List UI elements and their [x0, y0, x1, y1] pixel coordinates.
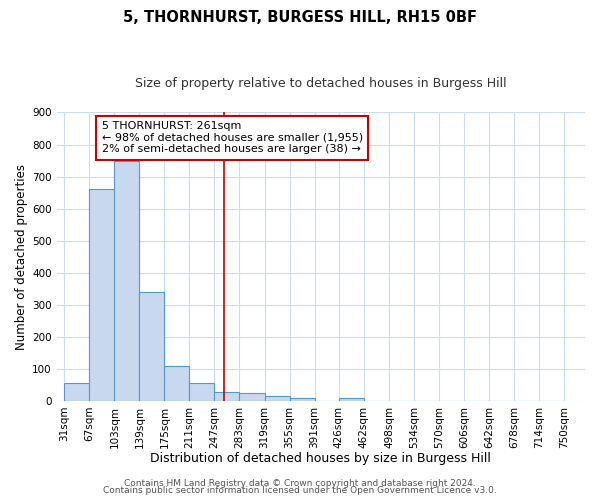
Title: Size of property relative to detached houses in Burgess Hill: Size of property relative to detached ho… — [135, 78, 506, 90]
Text: 5, THORNHURST, BURGESS HILL, RH15 0BF: 5, THORNHURST, BURGESS HILL, RH15 0BF — [123, 10, 477, 25]
Bar — [214, 392, 239, 401]
Text: Contains public sector information licensed under the Open Government Licence v3: Contains public sector information licen… — [103, 486, 497, 495]
Bar — [190, 383, 214, 401]
Bar — [89, 190, 115, 401]
Text: Contains HM Land Registry data © Crown copyright and database right 2024.: Contains HM Land Registry data © Crown c… — [124, 478, 476, 488]
Bar — [64, 383, 89, 401]
Bar — [164, 366, 190, 401]
Bar — [139, 292, 164, 401]
Bar — [290, 398, 314, 401]
Bar — [339, 398, 364, 401]
Y-axis label: Number of detached properties: Number of detached properties — [15, 164, 28, 350]
Bar — [115, 160, 139, 401]
Bar — [239, 393, 265, 401]
Bar — [265, 396, 290, 401]
X-axis label: Distribution of detached houses by size in Burgess Hill: Distribution of detached houses by size … — [151, 452, 491, 465]
Text: 5 THORNHURST: 261sqm
← 98% of detached houses are smaller (1,955)
2% of semi-det: 5 THORNHURST: 261sqm ← 98% of detached h… — [101, 121, 362, 154]
